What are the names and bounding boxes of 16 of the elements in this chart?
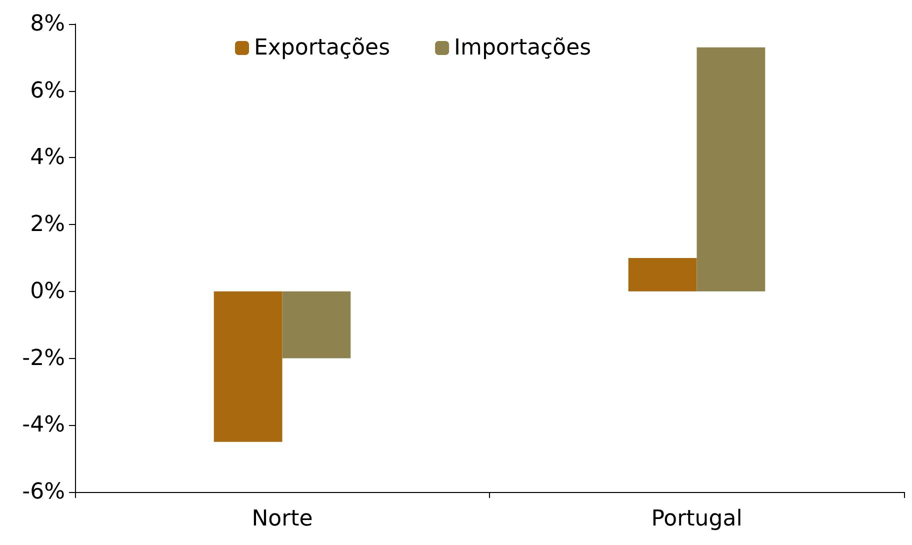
bar [214, 291, 282, 442]
y-tick-label: 6% [30, 78, 65, 104]
y-tick-label: 8% [30, 12, 65, 36]
y-tick-label: 0% [30, 278, 65, 304]
legend-label: Importações [454, 36, 592, 60]
bar [696, 47, 766, 292]
y-tick-label: -2% [22, 346, 65, 371]
bar [628, 258, 697, 292]
y-tick-label: 4% [30, 145, 65, 170]
x-tick-label: Norte [252, 506, 313, 532]
y-tick-label: -4% [22, 412, 65, 438]
y-tick-label: 2% [30, 212, 65, 238]
legend-label: Exportações [254, 36, 390, 60]
bar [282, 291, 351, 358]
x-tick-label: Portugal [651, 506, 742, 532]
y-tick-label: -6% [22, 480, 65, 504]
